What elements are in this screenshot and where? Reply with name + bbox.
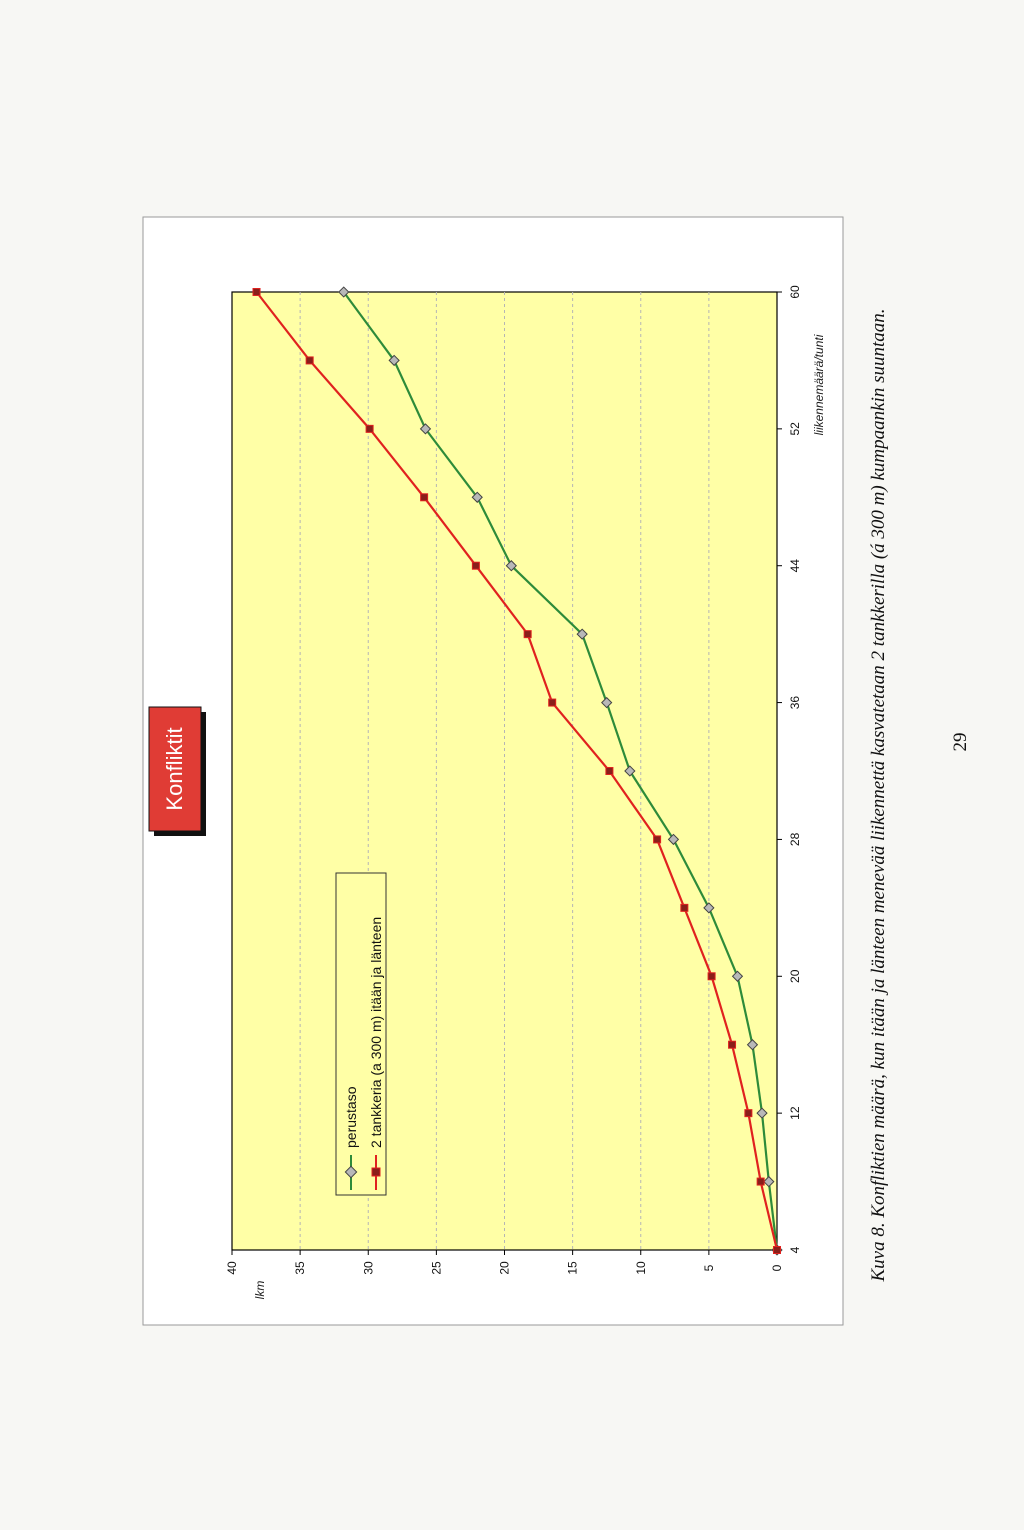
chart-title-box: Konfliktit xyxy=(148,706,206,836)
series-0-point-1 xyxy=(763,1175,775,1188)
x-tick-label-12: 12 xyxy=(788,1106,802,1120)
figure-caption: Kuva 8. Konfliktien määrä, kun itään ja … xyxy=(868,308,889,1282)
x-axis-label: liikennemäärä/tunti xyxy=(812,334,826,435)
legend-box xyxy=(335,872,387,1196)
series-1-point-6 xyxy=(653,835,662,844)
y-tick-label-25: 25 xyxy=(429,1261,443,1275)
series-1-point-12 xyxy=(365,424,374,433)
series-1-point-2 xyxy=(744,1109,753,1118)
x-tick-label-52: 52 xyxy=(788,422,802,436)
series-0-point-10 xyxy=(505,560,517,572)
series-1-point-11 xyxy=(420,493,429,502)
series-0-point-8 xyxy=(601,696,613,709)
series-0-point-11 xyxy=(471,491,483,503)
chart-title: Konfliktit xyxy=(162,727,187,810)
y-tick-label-20: 20 xyxy=(498,1261,512,1275)
series-1-point-10 xyxy=(471,561,480,570)
x-tick-label-28: 28 xyxy=(788,832,802,846)
x-tick-label-60: 60 xyxy=(788,285,802,299)
x-tick-label-44: 44 xyxy=(788,559,802,573)
series-0-point-6 xyxy=(667,833,680,846)
tick-labels: 0 5 10 15 20 25 30 35 40 4 12 20 28 36 44 52 60 xyxy=(225,285,802,1275)
series-0-point-12 xyxy=(419,423,432,435)
x-tick-label-36: 36 xyxy=(788,696,802,710)
legend-marker-tankkeri xyxy=(371,1167,381,1177)
y-tick-label-15: 15 xyxy=(566,1261,580,1275)
series-1-point-4 xyxy=(707,972,716,981)
series-0-point-13 xyxy=(388,354,400,367)
title-background xyxy=(148,706,202,832)
y-tick-label-0: 0 xyxy=(770,1264,784,1271)
series-1-point-8 xyxy=(548,698,557,707)
legend: perustaso 2 tankkeria (a 300 m) itään ja… xyxy=(335,872,387,1196)
y-tick-label-30: 30 xyxy=(361,1261,375,1275)
x-tick-label-4: 4 xyxy=(788,1246,802,1253)
series-1-point-3 xyxy=(728,1040,737,1049)
series-0-point-9 xyxy=(576,628,588,640)
series-0-point-3 xyxy=(746,1039,759,1051)
y-tick-label-10: 10 xyxy=(634,1261,648,1275)
series-1-point-7 xyxy=(605,767,614,775)
legend-label-tankkeri: 2 tankkeria (a 300 m) itään ja länteen xyxy=(368,917,384,1148)
series-0-point-14 xyxy=(338,286,350,298)
series-1-point-9 xyxy=(523,630,532,639)
series-1-point-13 xyxy=(305,356,314,365)
y-axis-label: lkm xyxy=(253,1281,267,1300)
series-1-point-14 xyxy=(252,288,261,296)
series-0-point-2 xyxy=(756,1107,768,1119)
page-number: 29 xyxy=(950,733,971,752)
series-1-point-0 xyxy=(773,1246,781,1254)
y-tick-label-35: 35 xyxy=(293,1261,307,1275)
series-layer xyxy=(252,286,783,1256)
series-0-point-4 xyxy=(731,970,744,982)
y-tick-label-40: 40 xyxy=(225,1261,239,1275)
series-0-point-5 xyxy=(703,902,715,914)
y-tick-label-5: 5 xyxy=(702,1264,716,1271)
legend-marker-perustaso xyxy=(344,1165,358,1179)
series-1-point-1 xyxy=(756,1177,765,1186)
legend-label-perustaso: perustaso xyxy=(343,1086,359,1148)
series-1-point-5 xyxy=(680,903,689,912)
series-0-point-7 xyxy=(624,765,636,777)
x-tick-label-20: 20 xyxy=(788,969,802,983)
plot-area xyxy=(231,291,778,1251)
